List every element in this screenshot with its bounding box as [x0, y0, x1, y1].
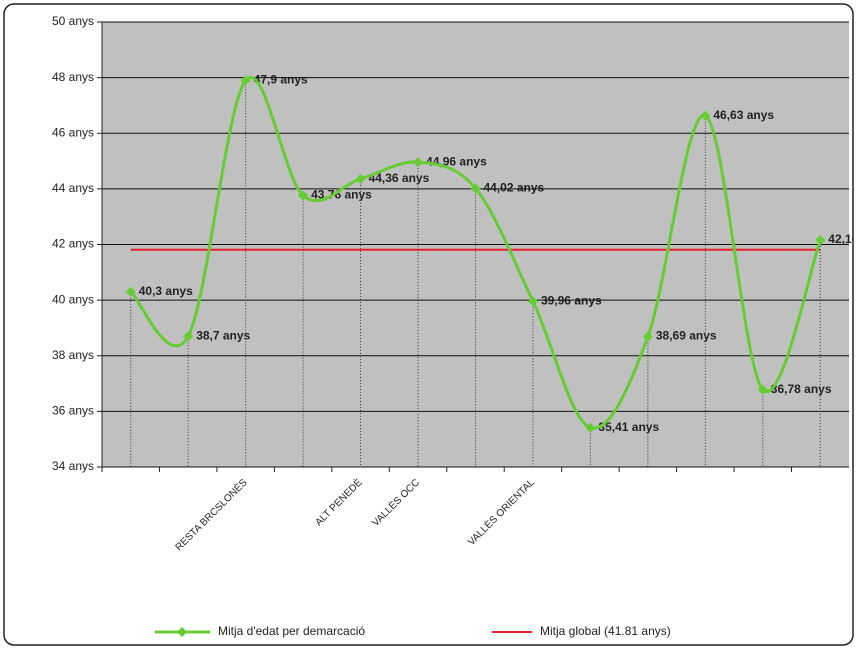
- y-tick-label: 50 anys: [52, 14, 94, 28]
- data-point: [125, 286, 136, 297]
- data-point: [527, 296, 538, 307]
- y-tick-label: 46 anys: [52, 125, 94, 139]
- data-point: [413, 157, 424, 168]
- y-tick-label: 42 anys: [52, 237, 94, 251]
- value-label: 46,63 anys: [713, 108, 774, 122]
- y-tick-label: 48 anys: [52, 70, 94, 84]
- legend-label: Mitja d'edat per demarcació: [218, 624, 365, 638]
- legend-label: Mitja global (41.81 anys): [540, 624, 671, 638]
- value-label: 38,69 anys: [656, 329, 717, 343]
- value-label: 44,96 anys: [426, 154, 487, 168]
- value-label: 36,78 anys: [771, 382, 832, 396]
- data-point: [470, 183, 481, 194]
- y-tick-label: 44 anys: [52, 181, 94, 195]
- data-point: [183, 331, 194, 342]
- series-line: [129, 76, 822, 430]
- value-label: 40,3 anys: [139, 284, 193, 298]
- legend-marker: [177, 627, 187, 637]
- y-tick-label: 38 anys: [52, 348, 94, 362]
- data-point: [585, 422, 596, 433]
- data-point: [757, 384, 768, 395]
- value-label: 44,36 anys: [369, 171, 430, 185]
- value-label: 38,7 anys: [196, 328, 250, 342]
- data-point: [298, 190, 309, 201]
- value-label: 35,41 anys: [598, 420, 659, 434]
- data-point: [700, 110, 711, 121]
- y-tick-label: 36 anys: [52, 404, 94, 418]
- data-point: [642, 331, 653, 342]
- value-label: 47,9 anys: [254, 73, 308, 87]
- y-tick-label: 40 anys: [52, 292, 94, 306]
- y-tick-label: 34 anys: [52, 459, 94, 473]
- data-point: [355, 173, 366, 184]
- data-point: [240, 75, 251, 86]
- value-label: 44,02 anys: [484, 180, 545, 194]
- data-point: [815, 235, 826, 246]
- value-label: 42,16 anys: [828, 232, 859, 246]
